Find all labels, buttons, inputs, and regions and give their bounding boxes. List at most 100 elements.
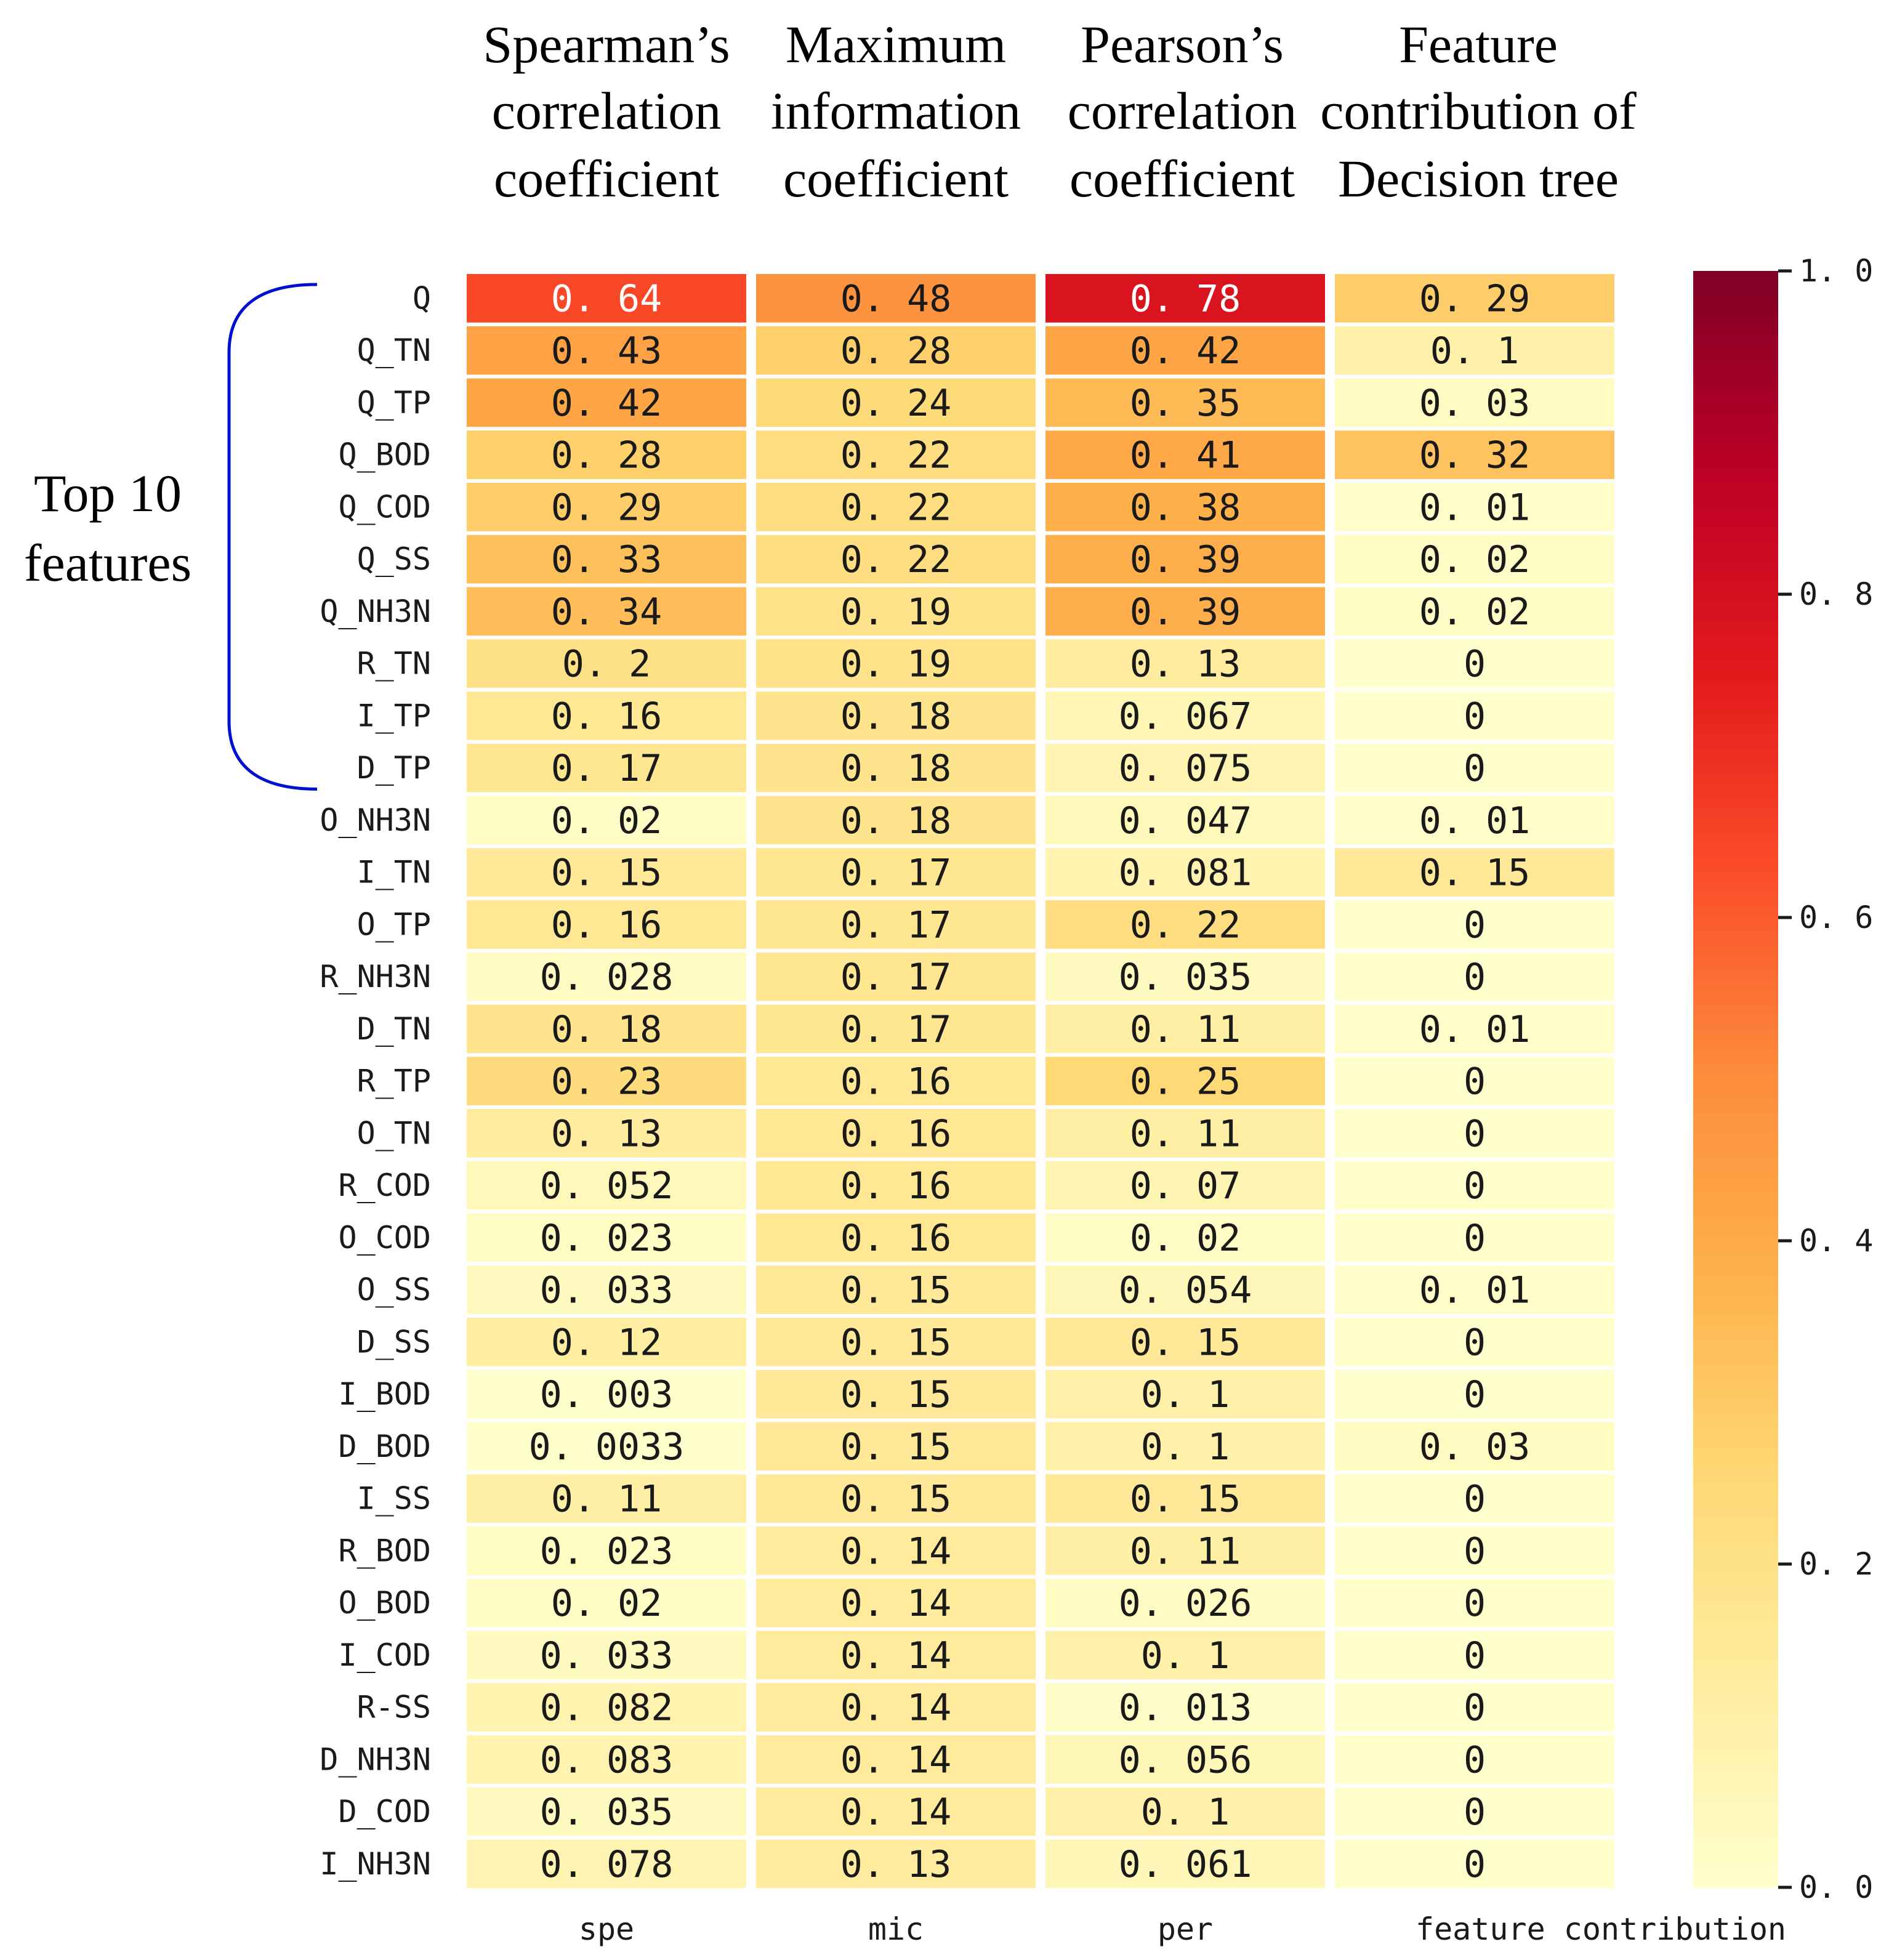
colorbar-tick-label: 0. 6 <box>1799 900 1873 935</box>
heatmap-cell <box>467 1526 746 1575</box>
heatmap-cell <box>756 848 1036 897</box>
heatmap-cell <box>756 1318 1036 1366</box>
heatmap-cell <box>467 952 746 1001</box>
colorbar: 0. 0 0. 2 0. 4 0. 6 0. 8 1. 0 <box>1693 253 1873 1905</box>
heatmap-cell <box>1045 1057 1325 1105</box>
heatmap-cell <box>1335 1474 1614 1523</box>
cell-value: 0. 1 <box>1141 1791 1230 1834</box>
cell-value: 0. 16 <box>840 1112 952 1155</box>
cell-value: 0. 18 <box>840 799 952 842</box>
heatmap-cell <box>1335 743 1614 792</box>
heatmap-cell <box>467 1578 746 1627</box>
heatmap-cell <box>1045 1526 1325 1575</box>
cell-value: 0. 16 <box>840 1060 952 1103</box>
cell-value: 0. 033 <box>540 1269 674 1312</box>
cell-value: 0. 15 <box>1130 1321 1241 1364</box>
heatmap-cell <box>1045 274 1325 323</box>
heatmap-cell <box>1045 1109 1325 1158</box>
row-label: Q_TN <box>357 333 431 368</box>
row-label: I_COD <box>338 1637 431 1673</box>
row-label: Q_BOD <box>338 437 431 473</box>
heatmap-cell <box>756 1787 1036 1836</box>
cell-value: 0. 0033 <box>529 1426 685 1469</box>
heatmap-cell <box>756 639 1036 688</box>
heatmap-cell <box>1045 1318 1325 1366</box>
heatmap-cell <box>467 1318 746 1366</box>
cell-value: 0. 48 <box>840 277 952 320</box>
heatmap-cell <box>467 483 746 531</box>
heatmap-cell <box>1335 1318 1614 1366</box>
cell-value: 0. 11 <box>1130 1530 1241 1573</box>
cell-value: 0. 14 <box>840 1634 952 1677</box>
heatmap-cell <box>467 1109 746 1158</box>
colorbar-tick-label: 0. 8 <box>1799 576 1873 612</box>
cell-value: 0. 1 <box>1430 329 1520 373</box>
heatmap-cell <box>1335 1839 1614 1889</box>
cell-value: 0 <box>1464 1060 1486 1103</box>
heatmap-cell <box>1045 1004 1325 1054</box>
heatmap-cell <box>756 692 1036 740</box>
cell-value: 0. 32 <box>1419 434 1531 477</box>
cell-value: 0. 23 <box>551 1060 663 1103</box>
cell-value: 0. 003 <box>540 1373 674 1416</box>
cell-value: 0 <box>1464 695 1486 738</box>
heatmap-cell <box>467 1265 746 1314</box>
annotation-label: features <box>24 533 191 592</box>
heatmap-cell <box>756 796 1036 845</box>
cell-value: 0. 02 <box>1419 591 1531 634</box>
row-label: I_TN <box>357 855 431 890</box>
cell-value: 0. 28 <box>551 434 663 477</box>
cell-value: 0 <box>1464 1582 1486 1625</box>
cell-value: 0. 29 <box>1419 277 1531 320</box>
cell-value: 0. 43 <box>551 329 663 373</box>
cell-value: 0. 17 <box>551 747 663 790</box>
cell-value: 0. 033 <box>540 1634 674 1677</box>
row-label: R_TN <box>357 646 431 682</box>
cell-value: 0. 22 <box>840 434 952 477</box>
heatmap-cell <box>467 1004 746 1054</box>
heatmap-cell <box>1335 952 1614 1001</box>
heatmap-cell <box>467 1735 746 1784</box>
row-label: O_SS <box>357 1272 431 1308</box>
cell-value: 0. 07 <box>1130 1164 1241 1208</box>
cell-value: 0 <box>1464 1791 1486 1834</box>
cell-value: 0. 081 <box>1119 852 1252 895</box>
cell-value: 0. 028 <box>540 956 674 999</box>
cell-value: 0. 15 <box>840 1478 952 1521</box>
cell-value: 0. 1 <box>1141 1426 1230 1469</box>
heatmap-cell <box>1045 692 1325 740</box>
heatmap-cell <box>467 900 746 949</box>
cell-value: 0. 026 <box>1119 1582 1252 1625</box>
heatmap-cell <box>1335 1161 1614 1210</box>
cell-value: 0 <box>1464 956 1486 999</box>
row-label: Q_TP <box>357 385 431 421</box>
row-label: R_TP <box>357 1063 431 1099</box>
heatmap-cell <box>756 952 1036 1001</box>
cell-value: 0. 01 <box>1419 486 1531 529</box>
heatmap-cell <box>1045 587 1325 636</box>
cell-value: 0. 1 <box>1141 1634 1230 1677</box>
heatmap-cell <box>756 1474 1036 1523</box>
row-label: I_NH3N <box>320 1846 431 1882</box>
heatmap-cell <box>1335 639 1614 688</box>
cell-value: 0. 02 <box>551 799 663 842</box>
cell-value: 0. 22 <box>1130 903 1241 946</box>
cell-value: 0. 22 <box>840 538 952 581</box>
heatmap-cell <box>756 378 1036 427</box>
column-label: feature contribution <box>1416 1911 1786 1947</box>
heatmap-cell <box>1045 1265 1325 1314</box>
heatmap-cell <box>467 1057 746 1105</box>
cell-value: 0. 15 <box>840 1373 952 1416</box>
cell-value: 0. 061 <box>1119 1843 1252 1886</box>
heatmap-cell <box>756 1422 1036 1471</box>
heatmap-cell <box>467 378 746 427</box>
row-label: Q_NH3N <box>320 594 431 629</box>
cell-value: 0. 14 <box>840 1582 952 1625</box>
heatmap-cell <box>467 639 746 688</box>
heatmap-cell <box>756 743 1036 792</box>
cell-value: 0. 34 <box>551 591 663 634</box>
cell-value: 0. 15 <box>1130 1478 1241 1521</box>
cell-value: 0. 035 <box>1119 956 1252 999</box>
heatmap-cell <box>467 587 746 636</box>
cell-value: 0 <box>1464 1738 1486 1781</box>
